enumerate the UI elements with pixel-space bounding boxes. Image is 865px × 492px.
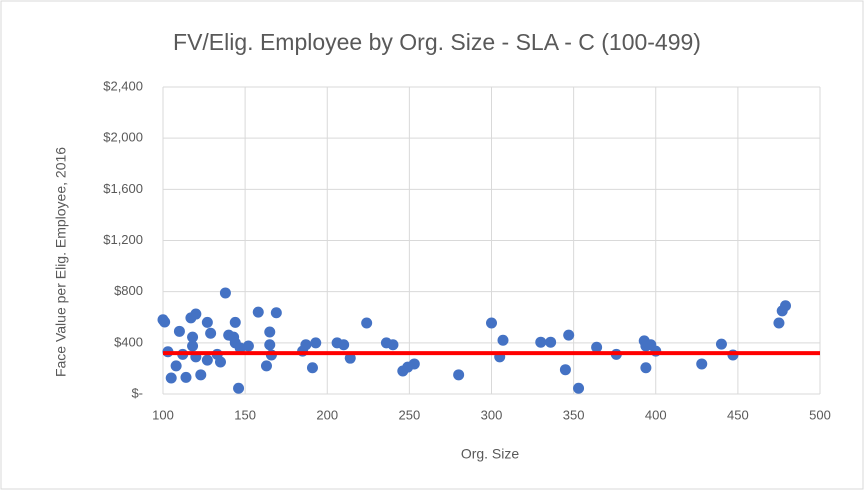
- data-point: [234, 342, 246, 354]
- x-tick-label: 500: [809, 407, 831, 422]
- x-tick-label: 350: [563, 407, 585, 422]
- data-point: [242, 340, 254, 352]
- data-point: [214, 356, 226, 368]
- chart-title: FV/Elig. Employee by Org. Size - SLA - C…: [173, 29, 701, 55]
- data-point: [545, 336, 557, 348]
- data-point: [696, 358, 708, 370]
- y-tick-label: $400: [114, 334, 143, 349]
- y-axis-title: Face Value per Elig. Employee, 2016: [53, 147, 69, 377]
- data-point: [180, 371, 192, 383]
- data-point: [195, 369, 207, 381]
- x-tick-label: 250: [399, 407, 421, 422]
- data-point: [264, 339, 276, 351]
- x-tick-label: 300: [481, 407, 503, 422]
- data-point: [344, 352, 356, 364]
- data-point: [773, 317, 785, 329]
- data-point: [201, 354, 213, 366]
- data-point: [170, 360, 182, 372]
- data-point: [205, 327, 217, 339]
- y-tick-label: $1,200: [103, 232, 143, 247]
- data-point: [270, 307, 282, 319]
- data-point: [640, 362, 652, 374]
- data-point: [229, 316, 241, 328]
- data-point: [486, 317, 497, 329]
- data-point: [219, 287, 231, 299]
- y-tick-label: $800: [114, 283, 143, 298]
- y-tick-label: $2,400: [103, 78, 143, 93]
- data-point: [591, 341, 603, 353]
- data-point: [535, 336, 547, 348]
- data-point: [715, 338, 727, 350]
- data-point: [453, 369, 465, 381]
- data-point: [497, 334, 509, 346]
- data-point: [190, 308, 202, 320]
- data-point: [173, 325, 185, 337]
- x-tick-label: 400: [645, 407, 667, 422]
- data-point: [780, 300, 792, 312]
- data-point: [187, 340, 199, 352]
- x-axis-title: Org. Size: [461, 446, 520, 462]
- data-point: [233, 382, 245, 394]
- data-point: [201, 316, 213, 328]
- data-point: [559, 364, 571, 376]
- x-tick-label: 450: [727, 407, 749, 422]
- data-point: [260, 360, 272, 372]
- y-tick-label: $1,600: [103, 181, 143, 196]
- data-point: [165, 372, 177, 384]
- data-point: [408, 358, 420, 370]
- data-point: [563, 329, 575, 341]
- data-point: [187, 331, 199, 343]
- x-tick-label: 200: [316, 407, 338, 422]
- data-point: [573, 382, 585, 394]
- data-point: [338, 339, 350, 351]
- x-tick-label: 150: [234, 407, 256, 422]
- x-tick-label: 100: [152, 407, 174, 422]
- data-point: [159, 316, 171, 328]
- data-point: [387, 339, 399, 351]
- data-point: [306, 362, 318, 374]
- data-point: [300, 339, 312, 351]
- data-point: [310, 337, 322, 349]
- data-point: [252, 306, 264, 318]
- y-tick-label: $-: [131, 385, 143, 400]
- data-point: [264, 326, 276, 338]
- y-tick-label: $2,000: [103, 130, 143, 145]
- data-point: [361, 317, 373, 329]
